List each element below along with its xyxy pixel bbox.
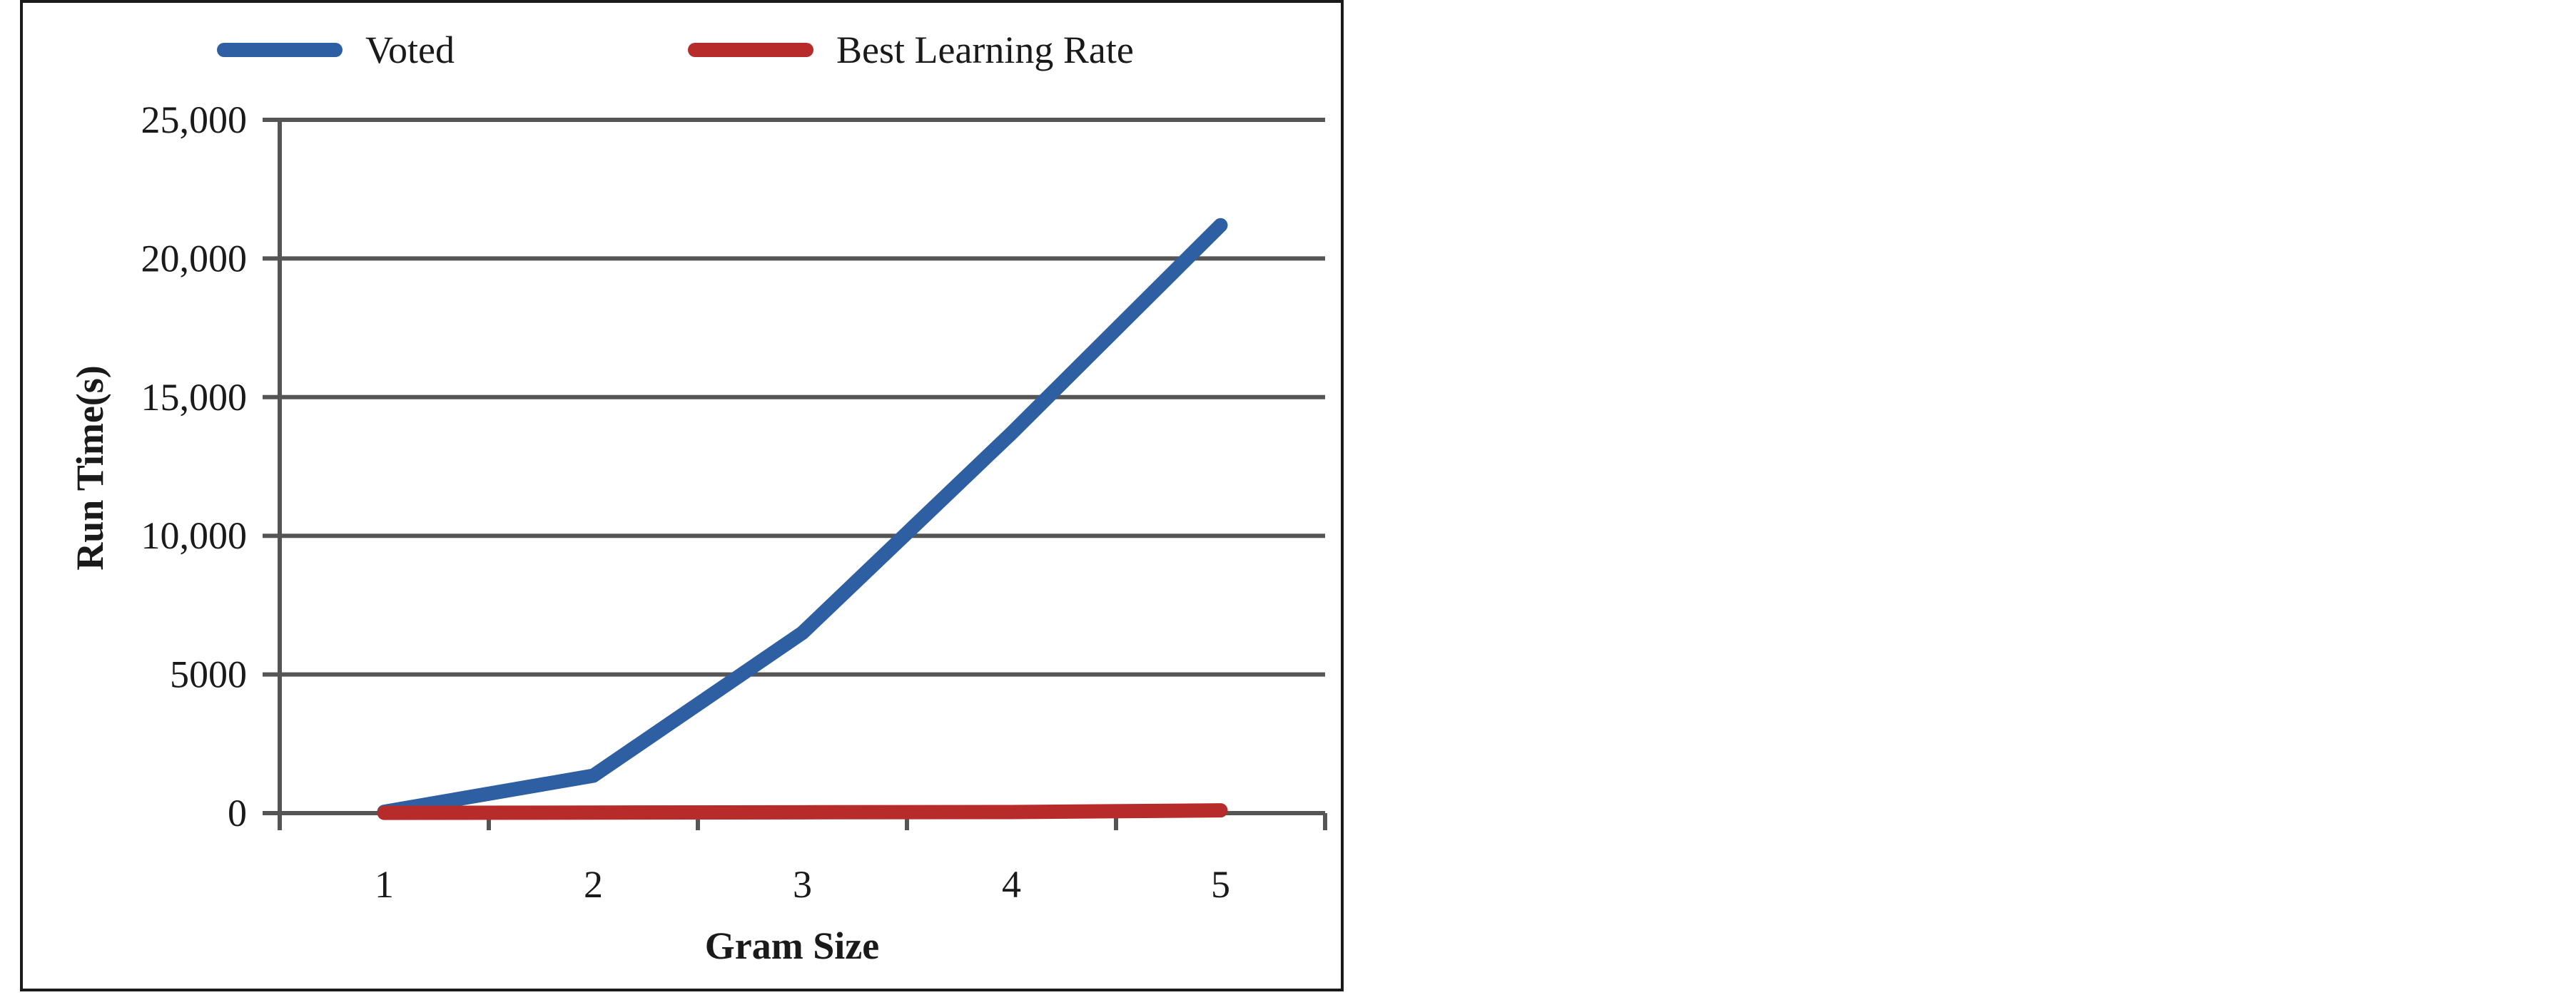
x-tick-label: 2 [584, 863, 603, 906]
y-tick-label: 25,000 [141, 98, 248, 141]
gridlines [280, 118, 1325, 677]
y-tick-label: 0 [228, 792, 247, 835]
chart-frame: Voted Best Learning Rate 0 5000 10,000 15,00… [20, 0, 1344, 991]
axes [263, 118, 1327, 830]
y-tick-label: 5000 [170, 653, 247, 696]
legend-label: Best Learning Rate [836, 29, 1134, 71]
legend: Voted Best Learning Rate [217, 29, 1134, 71]
legend-label: Voted [365, 29, 455, 71]
y-tick-label: 15,000 [141, 376, 248, 419]
series-layer [377, 218, 1228, 820]
x-tick-label: 5 [1211, 863, 1230, 906]
x-tick-labels: 1 2 3 4 5 [375, 863, 1230, 906]
x-tick-label: 3 [793, 863, 812, 906]
run-time-line-chart: Voted Best Learning Rate 0 5000 10,000 15,00… [69, 29, 1327, 967]
series-line-2 [377, 803, 1228, 820]
y-tick-label: 10,000 [141, 514, 248, 557]
y-tick-label: 20,000 [141, 237, 248, 280]
x-tick-label: 1 [375, 863, 394, 906]
y-tick-labels: 0 5000 10,000 15,000 20,000 25,000 [141, 98, 248, 835]
x-tick-label: 4 [1002, 863, 1021, 906]
y-axis-title: Run Time(s) [69, 365, 111, 571]
x-axis-title: Gram Size [705, 924, 879, 967]
series-line-1 [377, 218, 1228, 820]
